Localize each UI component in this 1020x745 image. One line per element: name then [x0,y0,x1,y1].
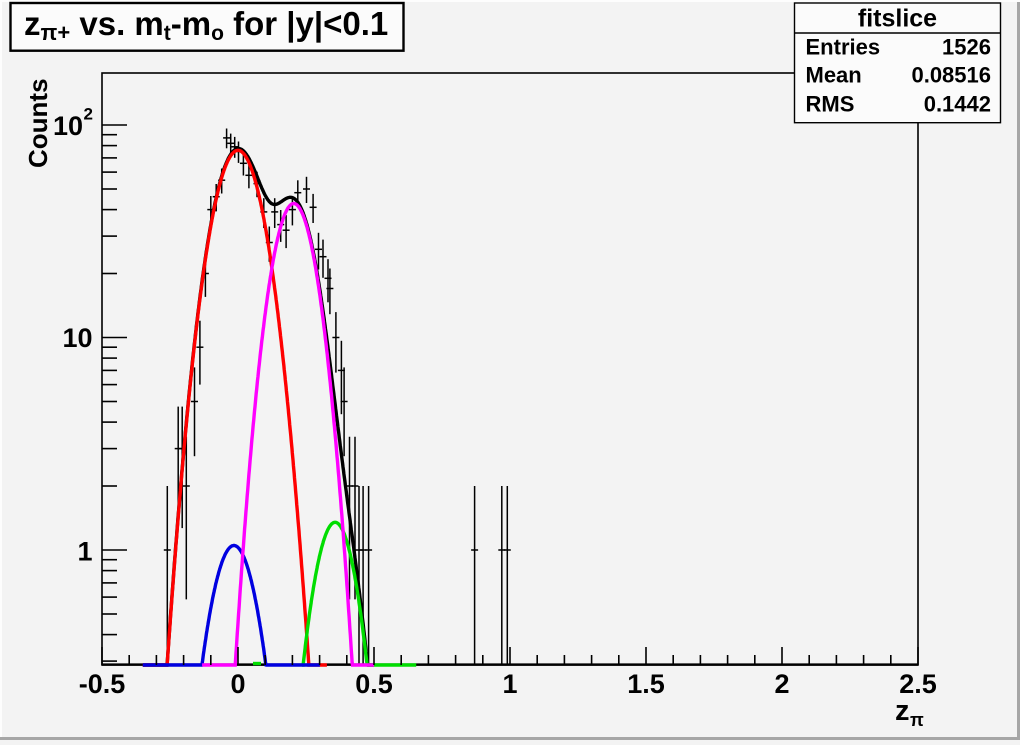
svg-text:0.08516: 0.08516 [911,63,991,88]
svg-text:Mean: Mean [806,63,862,88]
svg-text:0: 0 [230,669,245,699]
svg-text:z: z [895,695,910,727]
svg-text:Counts: Counts [23,78,53,168]
svg-text:zπ+ vs. mt-mo for |y|<0.1: zπ+ vs. mt-mo for |y|<0.1 [24,5,388,45]
svg-text:0.5: 0.5 [355,669,393,699]
svg-text:1.5: 1.5 [627,669,665,699]
svg-text:fitslice: fitslice [858,5,937,33]
svg-text:1: 1 [77,537,92,567]
svg-text:10: 10 [62,323,92,353]
svg-text:10: 10 [53,111,83,141]
svg-text:-0.5: -0.5 [79,669,126,699]
svg-text:π: π [910,710,924,730]
svg-text:1: 1 [502,669,517,699]
svg-text:2.5: 2.5 [899,669,937,699]
svg-text:2: 2 [774,669,789,699]
svg-text:1526: 1526 [942,35,991,60]
svg-text:2: 2 [84,105,93,124]
svg-text:Entries: Entries [806,35,881,60]
svg-text:RMS: RMS [806,92,855,117]
svg-text:0.1442: 0.1442 [924,92,991,117]
